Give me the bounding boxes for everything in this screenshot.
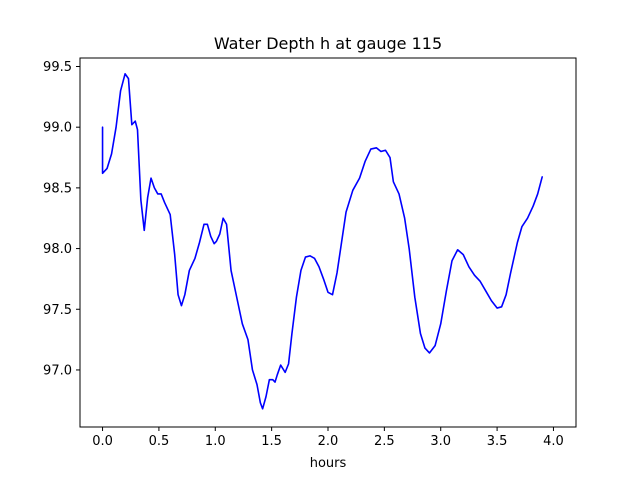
x-tick-label: 0.0	[92, 434, 113, 449]
x-tick-label: 2.5	[374, 434, 395, 449]
x-tick-label: 1.5	[261, 434, 282, 449]
y-tick-label: 98.5	[43, 181, 72, 196]
x-tick-label: 1.0	[205, 434, 226, 449]
x-axis-label: hours	[310, 456, 347, 471]
plot-area: 0.0 0.5 1.0 1.5 2.0 2.5 3.0 3.5 4.0 97.0 97.5 98.0 9…	[43, 57, 577, 449]
x-tick-label: 2.0	[318, 434, 339, 449]
y-tick-label: 99.5	[43, 60, 72, 75]
x-tick-label: 4.0	[543, 434, 564, 449]
series-line-0	[101, 72, 543, 410]
chart-title: Water Depth h at gauge 115	[214, 34, 442, 53]
x-tick-label: 3.5	[487, 434, 508, 449]
x-tick-label: 3.0	[430, 434, 451, 449]
y-tick-label: 99.0	[43, 121, 72, 136]
x-tick-label: 0.5	[149, 434, 170, 449]
y-tick-label: 97.5	[43, 303, 72, 318]
y-tick-label: 98.0	[43, 242, 72, 257]
y-tick-label: 97.0	[43, 363, 72, 378]
